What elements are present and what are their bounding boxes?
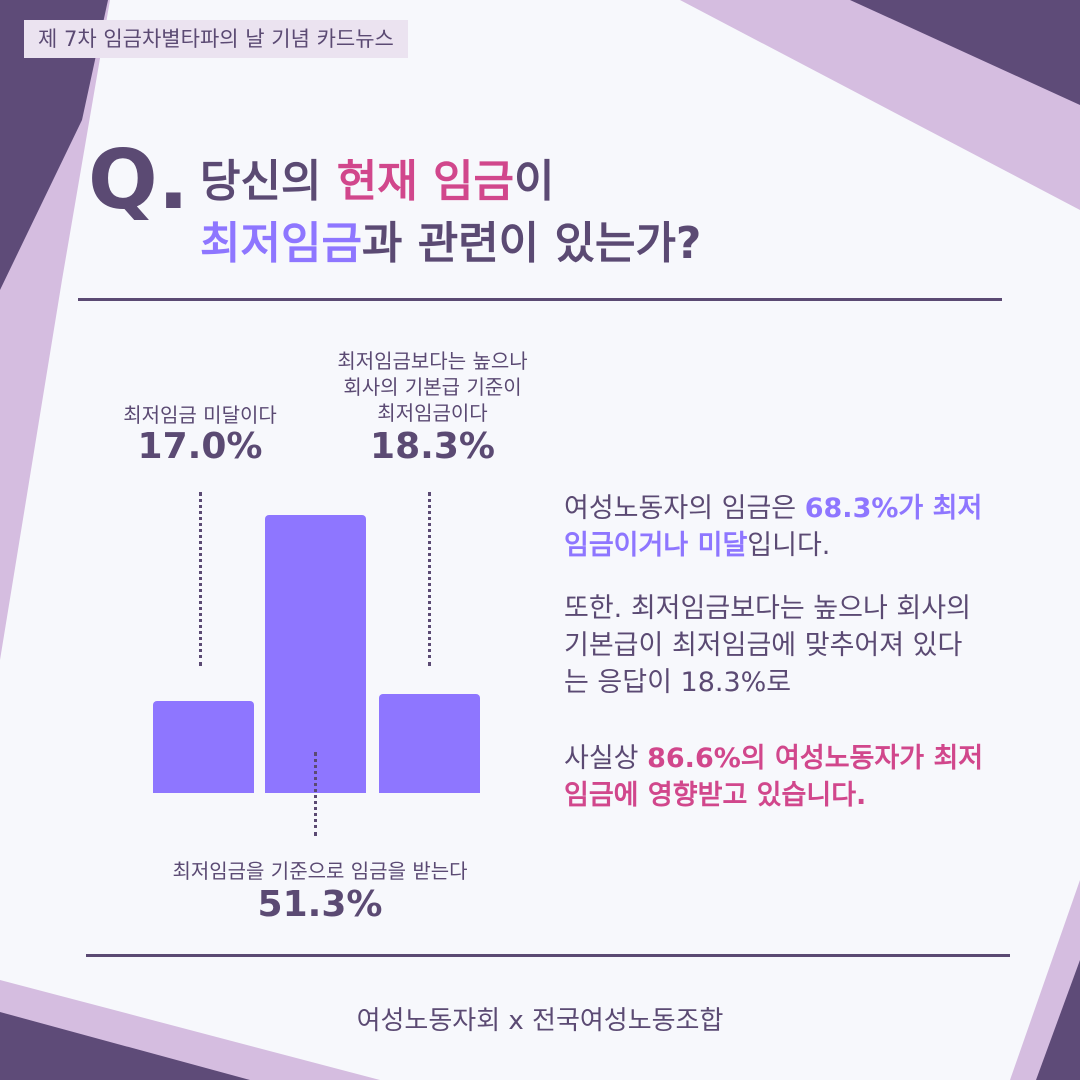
leader-line-paid-at-minimum: [314, 752, 317, 836]
leader-line-base-pay-minimum: [428, 492, 431, 666]
question-line-1: 당신의 현재 임금이: [200, 160, 555, 204]
footer-organizations: 여성노동자회 x 전국여성노동조합: [356, 1006, 724, 1036]
label-line: 최저임금이다: [377, 401, 488, 425]
bar-below-minimum: [153, 700, 254, 793]
text-segment: 86.6%의 여성노동자가 최저임금에 영향받고 있습니다.: [564, 743, 984, 811]
bar-base-pay-minimum: [379, 693, 480, 793]
text-segment: 당신의: [200, 156, 337, 207]
leader-line-below-minimum: [199, 492, 202, 666]
value-label-below-minimum: 17.0%: [137, 426, 263, 467]
text-segment: 현재 임금: [336, 156, 515, 207]
summary-paragraph-2: 또한. 최저임금보다는 높으나 회사의 기본급이 최저임금에 맞추어져 있다는 …: [564, 590, 974, 701]
text-segment: 최저임금: [200, 218, 362, 269]
bottom-divider: [86, 954, 1010, 957]
label-line: 회사의 기본급 기준이: [343, 375, 522, 399]
label-base-pay-minimum: 최저임금보다는 높으나 회사의 기본급 기준이 최저임금이다: [300, 348, 565, 426]
label-below-minimum: 최저임금 미달이다: [123, 403, 277, 427]
summary-paragraph-1: 여성노동자의 임금은 68.3%가 최저임금이거나 미달입니다.: [564, 490, 984, 564]
top-divider: [78, 298, 1002, 301]
label-paid-at-minimum: 최저임금을 기준으로 임금을 받는다: [172, 859, 468, 883]
value-label-paid-at-minimum: 51.3%: [257, 884, 383, 925]
bar-paid-at-minimum: [265, 515, 366, 793]
text-segment: 여성노동자의 임금은: [564, 493, 805, 524]
card-news-tag: 제 7차 임금차별타파의 날 기념 카드뉴스: [24, 20, 408, 58]
label-line: 최저임금보다는 높으나: [337, 349, 528, 373]
text-segment: 68.3%가 최저임금이거나 미달: [564, 493, 983, 561]
summary-paragraph-3: 사실상 86.6%의 여성노동자가 최저임금에 영향받고 있습니다.: [564, 740, 984, 814]
text-segment: 또한. 최저임금보다는 높으나 회사의 기본급이 최저임금에 맞추어져 있다는 …: [564, 593, 971, 698]
question-mark: Q.: [88, 133, 189, 228]
value-label-base-pay-minimum: 18.3%: [370, 426, 495, 467]
text-segment: 사실상: [564, 743, 648, 774]
text-segment: 이: [514, 156, 555, 207]
text-segment: 입니다.: [747, 530, 831, 561]
question-line-2: 최저임금과 관련이 있는가?: [200, 222, 701, 266]
text-segment: 과 관련이 있는가?: [361, 218, 702, 269]
